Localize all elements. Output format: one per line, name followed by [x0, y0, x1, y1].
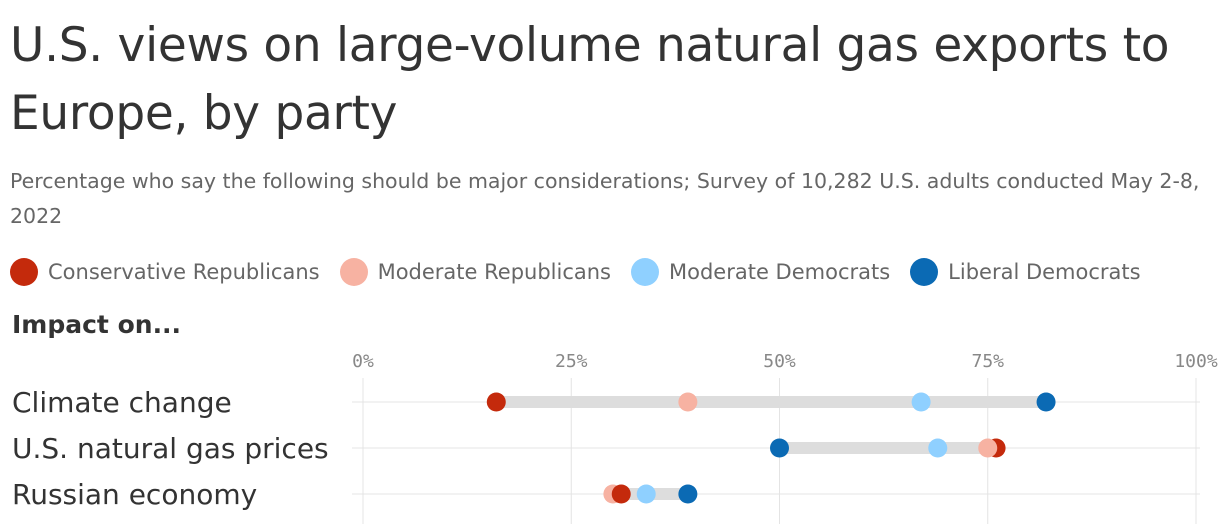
legend-label: Liberal Democrats	[948, 260, 1141, 284]
x-tick-label: 100%	[1174, 351, 1218, 372]
legend-item: Liberal Democrats	[910, 258, 1141, 286]
legend-swatch	[910, 258, 939, 286]
data-point	[911, 392, 931, 412]
chart-title: U.S. views on large-volume natural gas e…	[10, 18, 1170, 141]
data-point	[1036, 392, 1056, 412]
data-point	[678, 392, 698, 412]
data-point	[636, 484, 656, 504]
legend: Conservative Republicans Moderate Republi…	[10, 256, 1161, 288]
legend-label: Moderate Democrats	[669, 260, 891, 284]
data-point	[770, 438, 789, 458]
legend-label: Moderate Republicans	[377, 260, 611, 284]
section-label: Impact on...	[12, 310, 182, 339]
legend-swatch	[10, 258, 38, 286]
x-tick-label: 25%	[555, 351, 588, 372]
legend-swatch	[339, 258, 368, 286]
data-point	[928, 438, 948, 458]
legend-item: Moderate Republicans	[339, 258, 611, 286]
data-point	[486, 392, 506, 412]
x-tick-label: 50%	[763, 351, 796, 372]
legend-item: Moderate Democrats	[631, 258, 890, 286]
legend-item: Conservative Republicans	[10, 258, 320, 286]
data-point	[611, 484, 631, 504]
data-point	[678, 484, 698, 504]
row-label: Russian economy	[12, 478, 257, 511]
row-label: U.S. natural gas prices	[12, 432, 329, 465]
legend-label: Conservative Republicans	[48, 260, 320, 284]
data-point	[978, 438, 998, 458]
legend-swatch	[631, 258, 659, 286]
x-tick-label: 0%	[352, 351, 374, 372]
x-tick-label: 75%	[971, 351, 1004, 372]
row-label: Climate change	[12, 386, 232, 419]
chart-subtitle: Percentage who say the following should …	[10, 169, 1200, 228]
